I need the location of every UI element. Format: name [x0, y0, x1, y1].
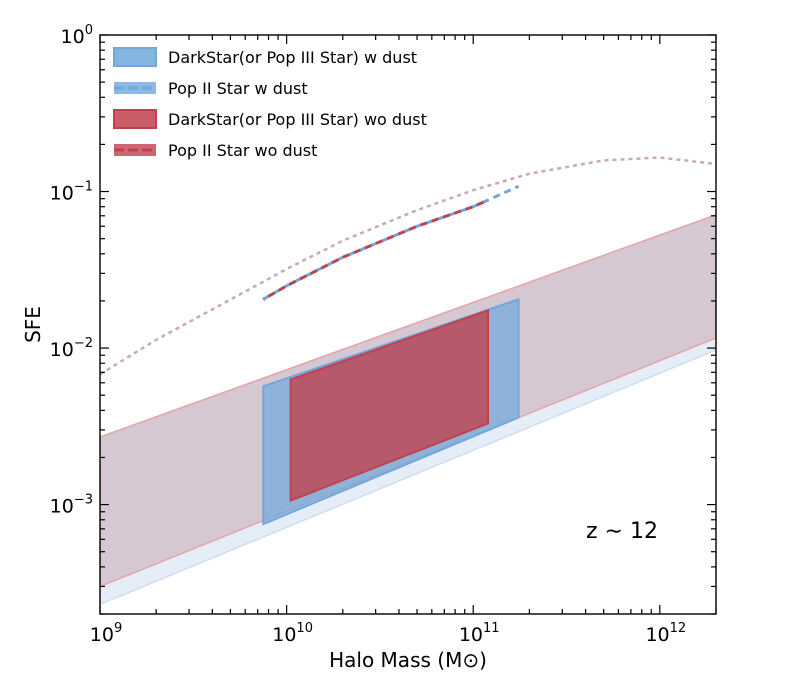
- legend-item-darkstar-or-pop-iii-star-wo-dust: DarkStar(or Pop III Star) wo dust: [113, 109, 427, 129]
- x-tick-label-base: 10: [272, 624, 296, 646]
- legend-label: DarkStar(or Pop III Star) wo dust: [168, 110, 427, 129]
- legend-label: Pop II Star w dust: [168, 79, 308, 98]
- y-axis-title: SFE: [21, 306, 45, 343]
- x-tick-label: 1011: [459, 621, 500, 646]
- x-tick-label: 109: [90, 621, 122, 646]
- x-tick-label: 1010: [272, 621, 313, 646]
- y-tick-label: 10−1: [50, 180, 93, 205]
- y-tick-label-exponent: −1: [74, 180, 93, 195]
- legend-label: Pop II Star wo dust: [168, 141, 317, 160]
- band-darkstar-wo-dust: [289, 308, 489, 503]
- y-tick-label-exponent: 0: [85, 23, 93, 38]
- x-tick-label: 1012: [645, 621, 686, 646]
- legend-swatch: [113, 109, 157, 129]
- x-tick-label-exponent: 10: [296, 621, 313, 636]
- y-tick-label-base: 10: [50, 183, 74, 205]
- x-axis-title: Halo Mass (M⊙): [329, 648, 487, 672]
- y-tick-label-base: 10: [61, 26, 85, 48]
- legend-item-pop-ii-star-wo-dust: Pop II Star wo dust: [114, 141, 317, 160]
- legend-item-pop-ii-star-w-dust: Pop II Star w dust: [114, 79, 308, 98]
- y-tick-label: 100: [61, 23, 93, 48]
- y-tick-label-exponent: −3: [74, 493, 93, 508]
- curve-pop2-wo-dust: [262, 198, 489, 301]
- plot-frame: [99, 34, 717, 615]
- y-tick-label-base: 10: [50, 339, 74, 361]
- curve-pop2-full-range: [100, 156, 716, 376]
- x-tick-label-base: 10: [645, 624, 669, 646]
- x-tick-label-base: 10: [459, 624, 483, 646]
- y-tick-label: 10−3: [50, 493, 93, 518]
- x-tick-label-base: 10: [90, 624, 114, 646]
- plot-area: [100, 156, 716, 606]
- x-tick-label-exponent: 9: [114, 621, 122, 636]
- x-tick-label-exponent: 11: [483, 621, 500, 636]
- legend-item-darkstar-or-pop-iii-star-w-dust: DarkStar(or Pop III Star) w dust: [113, 47, 417, 67]
- y-tick-label-exponent: −2: [74, 336, 93, 351]
- legend: DarkStar(or Pop III Star) w dust Pop II S…: [113, 47, 427, 160]
- redshift-annotation: z ∼ 12: [586, 519, 658, 544]
- y-tick-label-base: 10: [50, 496, 74, 518]
- y-tick-label: 10−2: [50, 336, 93, 361]
- legend-swatch: [113, 47, 157, 67]
- x-tick-label-exponent: 12: [670, 621, 687, 636]
- legend-label: DarkStar(or Pop III Star) w dust: [168, 48, 417, 67]
- axis-ticks: [99, 34, 717, 615]
